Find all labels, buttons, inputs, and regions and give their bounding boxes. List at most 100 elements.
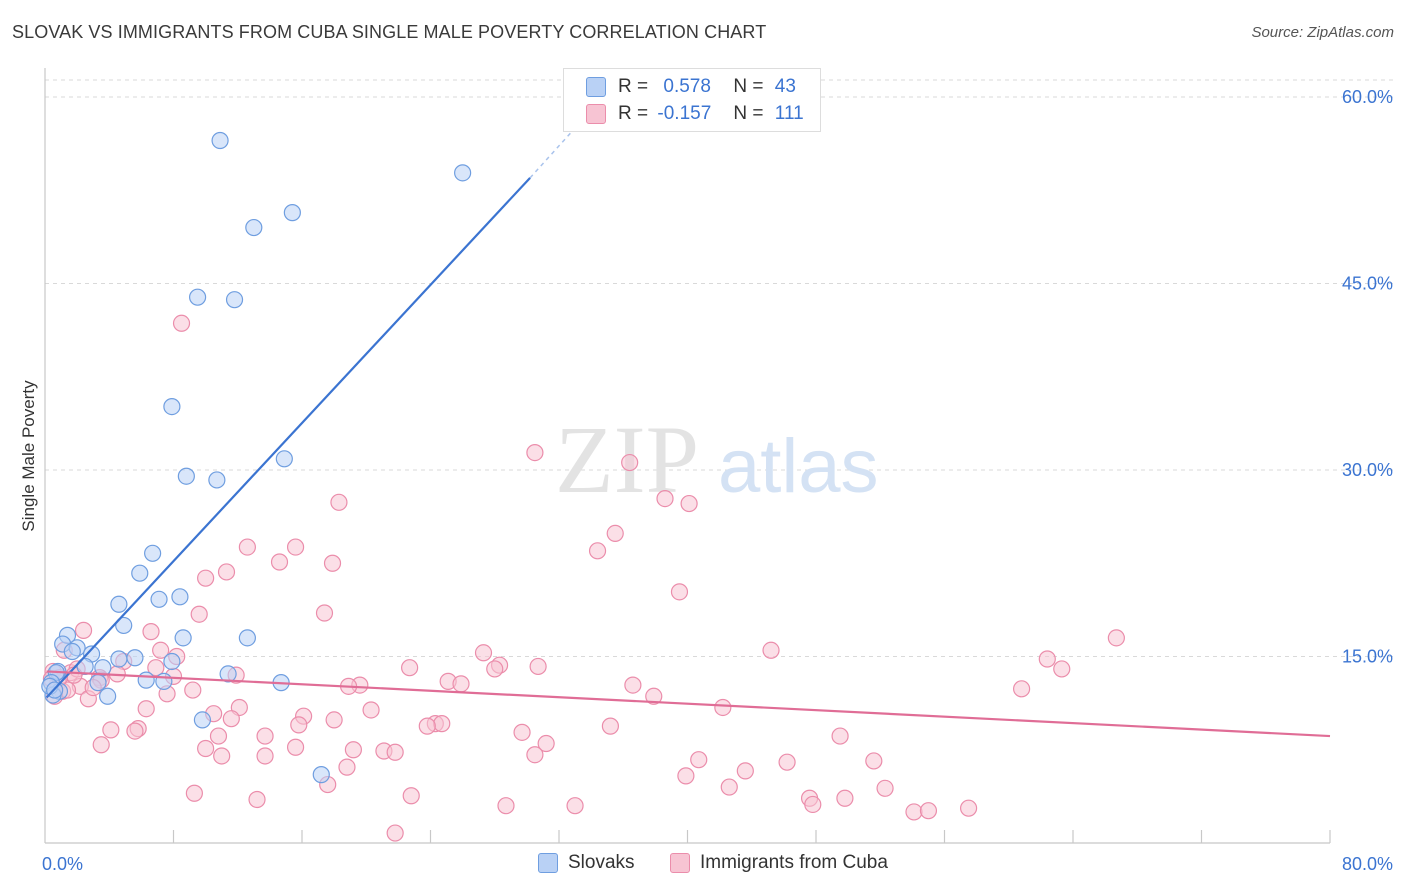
cuba-point xyxy=(209,727,228,745)
cuba-point xyxy=(1053,660,1071,678)
cuba-point xyxy=(670,583,689,601)
cuba-point xyxy=(865,752,883,770)
slovak-point xyxy=(163,652,181,671)
cuba-point xyxy=(537,734,555,753)
cuba-point xyxy=(624,676,642,694)
cuba-point xyxy=(905,803,923,821)
cuba-point xyxy=(256,727,274,745)
cuba-point xyxy=(248,790,266,809)
series-swatch-cuba xyxy=(670,853,690,873)
cuba-point xyxy=(402,787,420,805)
cuba-point xyxy=(290,716,308,734)
series-swatch-slovaks xyxy=(538,853,558,873)
slovak-point xyxy=(211,131,229,150)
cuba-point xyxy=(836,789,854,807)
cuba-point xyxy=(656,489,674,508)
slovak-trend-extension xyxy=(529,127,576,179)
slovak-point xyxy=(275,450,293,468)
source-credit: Source: ZipAtlas.com xyxy=(1251,24,1394,41)
cuba-point xyxy=(142,623,160,641)
slovak-point xyxy=(110,595,128,613)
y-tick-label: 45.0% xyxy=(1342,274,1393,294)
y-tick-label: 30.0% xyxy=(1342,460,1393,480)
cuba-point xyxy=(606,524,624,543)
legend-n-value-slovaks: 43 xyxy=(774,76,796,97)
cuba-point xyxy=(720,778,738,796)
cuba-point xyxy=(126,722,144,740)
cuba-point xyxy=(197,739,215,758)
legend-n-label: N = xyxy=(733,76,764,97)
cuba-point xyxy=(1038,650,1056,668)
series-legend-slovaks[interactable]: Slovaks xyxy=(538,852,635,874)
x-tick-label-min: 0.0% xyxy=(42,854,83,874)
cuba-point xyxy=(362,701,380,719)
slovak-point xyxy=(283,204,301,222)
slovak-point xyxy=(110,650,128,668)
slovak-point xyxy=(454,164,472,182)
slovak-point xyxy=(188,288,207,306)
cuba-point xyxy=(256,747,274,765)
cuba-point xyxy=(338,758,356,776)
cuba-point xyxy=(222,710,240,728)
y-tick-label: 60.0% xyxy=(1342,87,1393,107)
cuba-point xyxy=(92,736,110,754)
cuba-point xyxy=(588,542,607,560)
cuba-point xyxy=(736,762,754,780)
cuba-point xyxy=(217,563,236,581)
cuba-point xyxy=(286,738,305,756)
slovak-point xyxy=(312,766,330,784)
slovak-point xyxy=(174,629,192,647)
cuba-point xyxy=(474,644,493,662)
cuba-point xyxy=(270,553,289,571)
slovak-point xyxy=(63,642,81,661)
cuba-point xyxy=(344,741,362,759)
cuba-point xyxy=(486,660,504,678)
cuba-point xyxy=(190,605,208,623)
legend-n-label: N = xyxy=(733,103,764,124)
cuba-point xyxy=(778,753,796,771)
slovak-point xyxy=(225,291,244,309)
cuba-point xyxy=(323,554,342,572)
slovak-point xyxy=(131,564,149,582)
series-label-cuba: Immigrants from Cuba xyxy=(700,852,888,873)
cuba-point xyxy=(680,494,698,513)
series-legend: Slovaks Immigrants from Cuba xyxy=(0,852,1406,876)
series-legend-cuba[interactable]: Immigrants from Cuba xyxy=(670,852,888,874)
slovak-point xyxy=(171,588,189,606)
legend-n-value-cuba: 111 xyxy=(774,103,804,124)
slovak-point xyxy=(99,687,117,705)
slovak-point xyxy=(150,590,168,608)
cuba-point xyxy=(286,538,305,556)
cuba-point xyxy=(919,802,938,820)
cuba-point xyxy=(831,727,849,745)
legend-swatch-slovaks xyxy=(586,77,606,97)
cuba-point xyxy=(690,751,708,769)
cuba-point xyxy=(74,621,93,639)
cuba-point xyxy=(804,795,822,814)
slovak-points xyxy=(41,131,472,784)
slovak-point xyxy=(238,629,256,647)
cuba-point xyxy=(315,604,334,622)
cuba-point xyxy=(137,700,155,718)
cuba-point xyxy=(566,797,584,815)
cuba-point xyxy=(645,687,663,705)
chart-title: SLOVAK VS IMMIGRANTS FROM CUBA SINGLE MA… xyxy=(12,22,767,42)
slovak-trend-line xyxy=(45,177,531,699)
cuba-point xyxy=(762,641,780,659)
cuba-point xyxy=(497,797,515,815)
slovak-point xyxy=(208,471,226,489)
cuba-point xyxy=(172,314,191,332)
cuba-point xyxy=(433,715,451,733)
legend-r-value-cuba: -0.157 xyxy=(657,103,712,124)
slovak-point xyxy=(89,674,107,692)
cuba-point xyxy=(330,493,348,511)
cuba-point xyxy=(418,717,436,735)
tick-labels: 15.0% 30.0% 45.0% 60.0% 0.0% 80.0% xyxy=(42,87,1393,874)
cuba-point xyxy=(513,723,531,741)
legend-r-label: R = xyxy=(618,103,649,124)
grid-lines xyxy=(45,79,1393,657)
axes xyxy=(44,68,1331,844)
y-axis-label: Single Male Poverty xyxy=(19,380,38,532)
slovak-point xyxy=(177,467,195,485)
slovak-point xyxy=(126,649,144,667)
